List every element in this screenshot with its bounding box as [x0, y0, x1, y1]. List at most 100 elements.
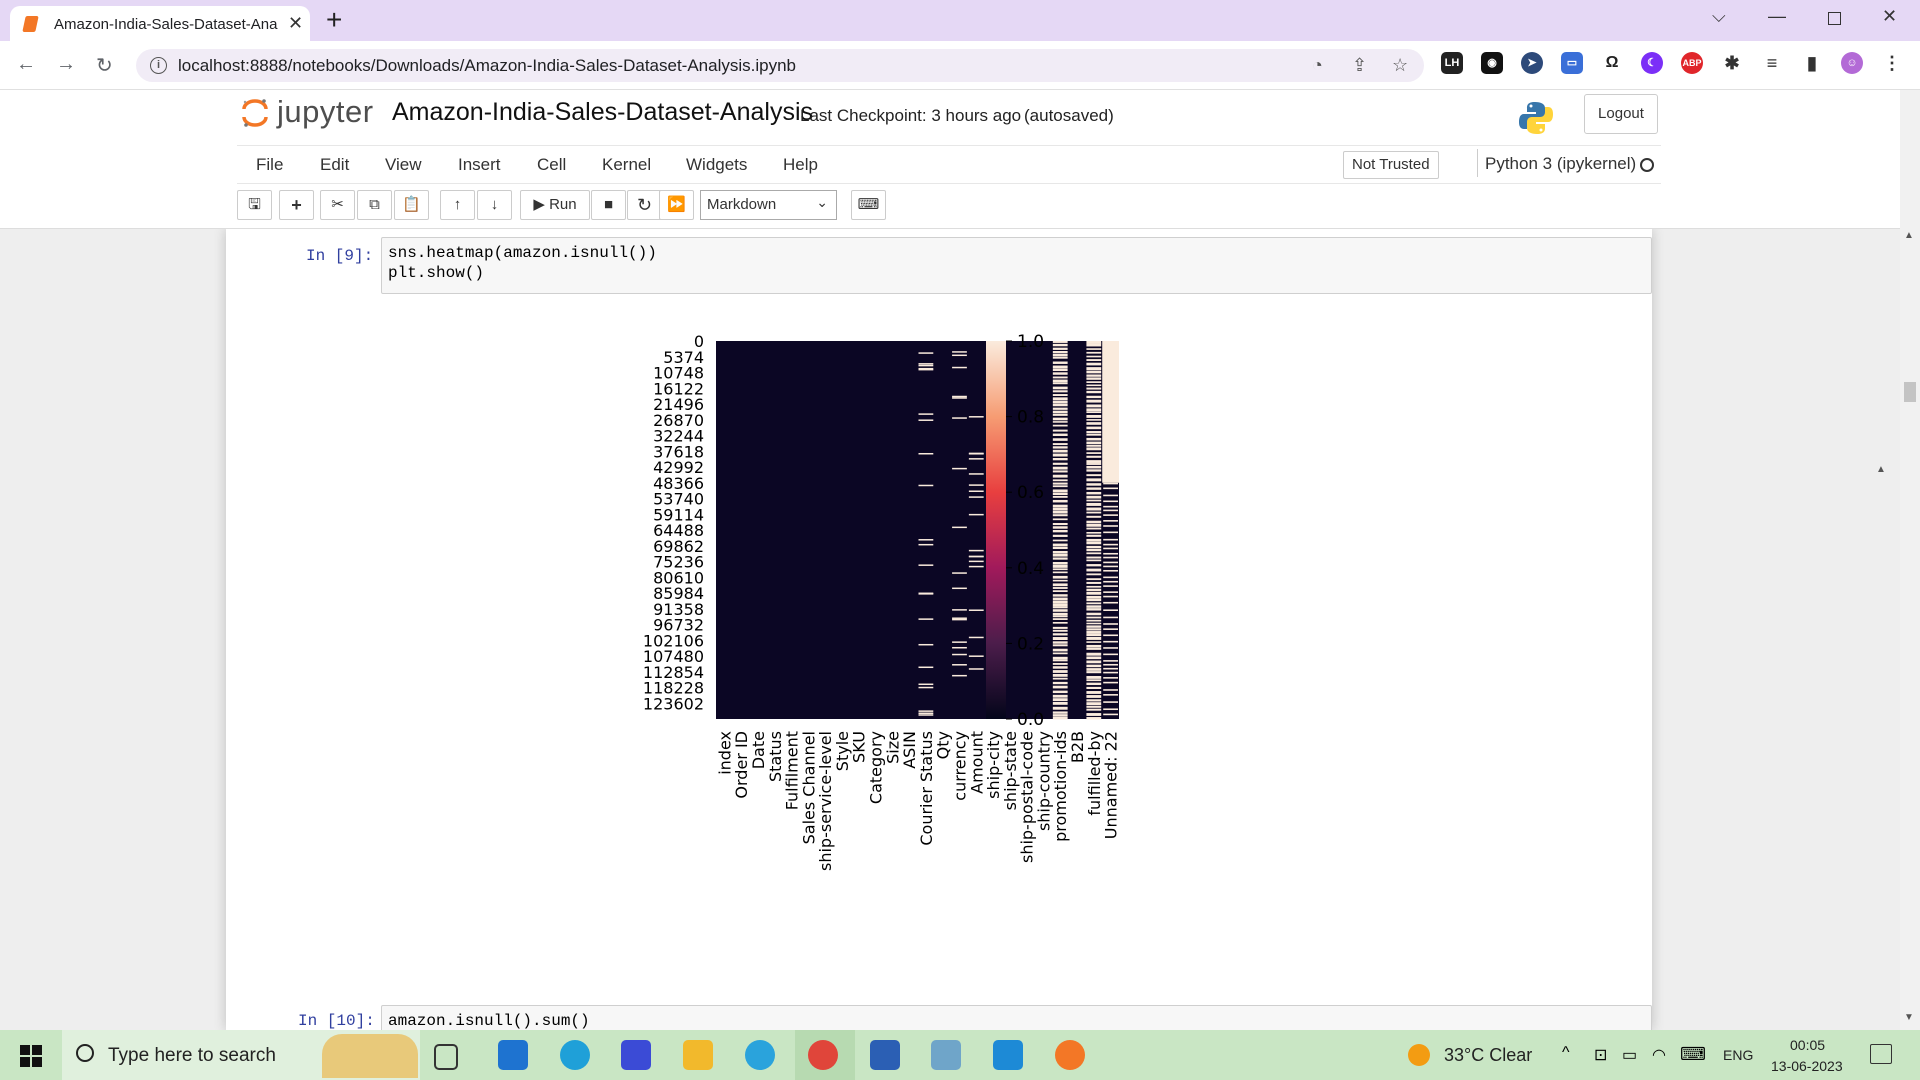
heatmap-null-cell: [1103, 671, 1118, 674]
telegram-icon[interactable]: [745, 1040, 775, 1070]
device-icon[interactable]: ⊡: [1594, 1047, 1608, 1064]
close-tab-icon[interactable]: ✕: [288, 13, 304, 33]
battery-icon[interactable]: ▭: [1622, 1047, 1638, 1064]
notepad-app-icon[interactable]: [931, 1040, 961, 1070]
extension-cursor-icon[interactable]: ➤: [1521, 52, 1543, 74]
insert-cell-icon[interactable]: +: [279, 190, 314, 220]
heatmap-null-cell: [1086, 367, 1102, 371]
keyboard-shortcuts-icon[interactable]: ⌨: [851, 190, 886, 220]
reload-icon[interactable]: ↻: [96, 55, 113, 77]
url-box[interactable]: i localhost:8888/notebooks/Downloads/Ama…: [136, 49, 1424, 82]
jupyter-logo-icon[interactable]: [242, 98, 268, 128]
site-info-icon[interactable]: i: [150, 57, 167, 74]
run-button[interactable]: ▶ Run: [520, 190, 590, 220]
file-explorer-icon[interactable]: [683, 1040, 713, 1070]
heatmap-null-cell: [952, 351, 967, 353]
notebook-scroll-up-icon[interactable]: ▲: [1876, 464, 1886, 475]
wifi-icon[interactable]: ◠: [1652, 1047, 1666, 1064]
jupyter-app-icon[interactable]: [1055, 1040, 1085, 1070]
menu-edit[interactable]: Edit: [320, 155, 350, 174]
keyboard-icon[interactable]: ⌨: [1680, 1044, 1706, 1064]
extension-omega-icon[interactable]: Ω: [1601, 52, 1623, 74]
menu-cell[interactable]: Cell: [537, 155, 567, 174]
row-tick-label: 26870: [653, 411, 704, 430]
url-text[interactable]: localhost:8888/notebooks/Downloads/Amazo…: [178, 56, 797, 75]
heatmap-null-cell: [1086, 641, 1102, 643]
extensions-puzzle-icon[interactable]: ✱: [1721, 52, 1743, 74]
language-indicator[interactable]: ENG: [1723, 1047, 1754, 1063]
task-view-icon[interactable]: [434, 1044, 458, 1070]
not-trusted-button[interactable]: Not Trusted: [1343, 151, 1439, 179]
heatmap-null-cell: [918, 643, 934, 646]
scroll-up-icon[interactable]: ▲: [1904, 230, 1914, 241]
heatmap-null-cell: [1086, 691, 1102, 694]
pycharm-app-icon[interactable]: [621, 1040, 651, 1070]
logout-button[interactable]: Logout: [1584, 94, 1658, 134]
performance-icon[interactable]: ◔: [1312, 55, 1323, 75]
menu-help[interactable]: Help: [783, 155, 818, 174]
minimize-icon[interactable]: —: [1768, 6, 1786, 26]
heatmap-null-cell: [1052, 421, 1068, 423]
heatmap-null-cell: [1086, 395, 1102, 399]
vscode-app-icon[interactable]: [993, 1040, 1023, 1070]
interrupt-icon[interactable]: ■: [591, 190, 626, 220]
heatmap-null-cell: [1086, 608, 1102, 611]
extension-lh-icon[interactable]: LH: [1441, 52, 1463, 74]
mail-app-icon[interactable]: [498, 1040, 528, 1070]
cut-icon[interactable]: ✂: [320, 190, 355, 220]
code-cell-input[interactable]: amazon.isnull().sum(): [381, 1005, 1652, 1030]
notebook-title[interactable]: Amazon-India-Sales-Dataset-Analysis: [392, 98, 814, 126]
share-icon[interactable]: ⇪: [1352, 55, 1368, 75]
restart-icon[interactable]: ↻: [627, 190, 662, 220]
notification-icon[interactable]: [1870, 1044, 1892, 1064]
menu-kernel[interactable]: Kernel: [602, 155, 652, 174]
word-app-icon[interactable]: [870, 1040, 900, 1070]
extension-screen-icon[interactable]: ▭: [1561, 52, 1583, 74]
new-tab-icon[interactable]: +: [326, 4, 343, 35]
back-icon[interactable]: ←: [16, 53, 36, 75]
weather-text[interactable]: 33°C Clear: [1444, 1045, 1533, 1065]
jupyter-logo-text[interactable]: jupyter: [277, 94, 374, 129]
forward-icon[interactable]: →: [56, 53, 76, 75]
extension-moon-icon[interactable]: ☾: [1641, 52, 1663, 74]
profile-avatar[interactable]: ☺: [1841, 52, 1863, 74]
scroll-down-icon[interactable]: ▼: [1904, 1012, 1914, 1023]
restore-icon[interactable]: [1828, 12, 1841, 25]
heatmap-null-cell: [1086, 647, 1102, 650]
close-window-icon[interactable]: ✕: [1882, 6, 1898, 26]
cell-type-select[interactable]: Markdown ⌄: [700, 190, 837, 220]
code-cell-input[interactable]: sns.heatmap(amazon.isnull()) plt.show(): [381, 237, 1652, 294]
edge-browser-icon[interactable]: [560, 1040, 590, 1070]
save-icon[interactable]: 🖫: [237, 190, 272, 220]
chrome-browser-icon[interactable]: [808, 1040, 838, 1070]
menu-view[interactable]: View: [385, 155, 422, 174]
bookmark-star-icon[interactable]: ☆: [1392, 55, 1409, 75]
extension-glasses-icon[interactable]: ◉: [1481, 52, 1503, 74]
kernel-name[interactable]: Python 3 (ipykernel): [1485, 154, 1637, 173]
browser-tab[interactable]: Amazon-India-Sales-Dataset-Ana ✕: [10, 6, 310, 41]
move-up-icon[interactable]: ↑: [440, 190, 475, 220]
heatmap-null-cell: [968, 496, 984, 498]
tab-search-chevron-icon[interactable]: ⌵: [1712, 6, 1726, 26]
page-scrollbar[interactable]: ▲ ▼: [1900, 90, 1920, 1030]
scroll-thumb[interactable]: [1904, 382, 1916, 402]
chevron-up-icon[interactable]: ^: [1562, 1044, 1570, 1061]
weather-moon-icon[interactable]: [1408, 1044, 1430, 1066]
windows-start-icon[interactable]: [20, 1045, 42, 1067]
menu-insert[interactable]: Insert: [458, 155, 501, 174]
clock-time[interactable]: 00:05: [1790, 1037, 1826, 1053]
media-control-icon[interactable]: ≡: [1761, 52, 1783, 74]
browser-menu-icon[interactable]: ⋮: [1881, 52, 1903, 74]
paste-icon[interactable]: 📋: [394, 190, 429, 220]
column-tick-label: B2B: [1068, 731, 1087, 763]
taskbar-search-box[interactable]: Type here to search: [62, 1030, 420, 1080]
menu-file[interactable]: File: [256, 155, 284, 174]
extension-adblock-icon[interactable]: ABP: [1681, 52, 1703, 74]
side-panel-icon[interactable]: ▮: [1801, 52, 1823, 74]
copy-icon[interactable]: ⧉: [357, 190, 392, 220]
heatmap-null-cell: [1086, 616, 1102, 619]
clock-date[interactable]: 13-06-2023: [1771, 1058, 1843, 1074]
restart-run-all-icon[interactable]: ⏩: [659, 190, 694, 220]
menu-widgets[interactable]: Widgets: [686, 155, 748, 174]
move-down-icon[interactable]: ↓: [477, 190, 512, 220]
